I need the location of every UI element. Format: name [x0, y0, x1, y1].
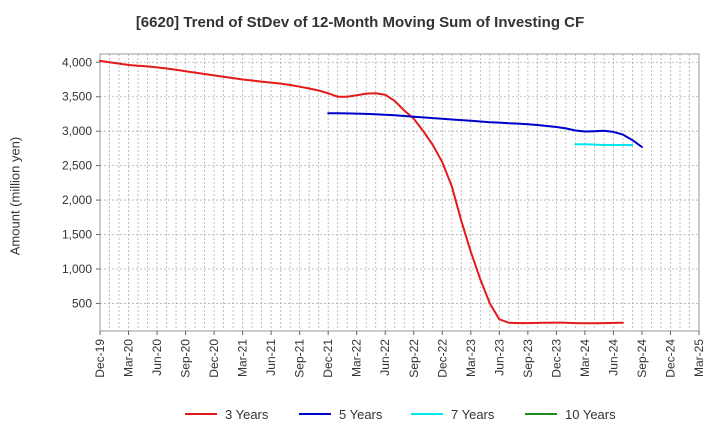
y-axis-ticks: 500 1,000 1,500 2,000 2,500 3,000 3,500 4,000 [62, 55, 100, 310]
x-tick-label: Jun-21 [264, 339, 278, 376]
series-line [327, 112, 643, 148]
x-tick-label: Jun-22 [378, 339, 392, 376]
legend-label: 3 Years [225, 407, 269, 422]
x-tick-label: Dec-20 [207, 339, 221, 378]
series-lines [99, 59, 643, 325]
y-tick-label: 3,500 [62, 90, 92, 104]
x-tick-label: Sep-24 [635, 339, 649, 378]
y-tick-label: 4,000 [62, 55, 92, 69]
y-tick-label: 2,500 [62, 159, 92, 173]
x-tick-label: Mar-20 [122, 339, 136, 377]
y-tick-label: 1,000 [62, 262, 92, 276]
grid-lines [100, 54, 699, 331]
x-tick-label: Dec-24 [663, 339, 677, 378]
x-tick-label: Jun-20 [150, 339, 164, 376]
x-tick-label: Mar-23 [464, 339, 478, 377]
x-tick-label: Jun-24 [606, 339, 620, 376]
legend: 3 Years 5 Years 7 Years 10 Years [185, 407, 616, 422]
x-tick-label: Mar-25 [692, 339, 706, 377]
series-line [99, 59, 624, 325]
x-tick-label: Jun-23 [492, 339, 506, 376]
x-tick-label: Mar-24 [578, 339, 592, 377]
y-tick-label: 2,000 [62, 193, 92, 207]
x-tick-label: Sep-23 [521, 339, 535, 378]
x-tick-label: Dec-23 [549, 339, 563, 378]
x-tick-label: Sep-20 [179, 339, 193, 378]
series-line [574, 143, 634, 146]
x-tick-label: Sep-21 [293, 339, 307, 378]
plot-frame [99, 53, 700, 332]
x-tick-label: Sep-22 [407, 339, 421, 378]
legend-label: 5 Years [339, 407, 383, 422]
x-tick-label: Dec-22 [435, 339, 449, 378]
x-tick-label: Dec-21 [321, 339, 335, 378]
x-axis-ticks: Dec-19 Mar-20 Jun-20 Sep-20 Dec-20 Mar-21 Jun-… [93, 331, 706, 378]
y-tick-label: 500 [72, 296, 92, 310]
y-tick-label: 1,500 [62, 228, 92, 242]
y-tick-label: 3,000 [62, 124, 92, 138]
x-tick-label: Mar-21 [236, 339, 250, 377]
chart-title: [6620] Trend of StDev of 12-Month Moving… [135, 14, 585, 31]
legend-label: 10 Years [565, 407, 616, 422]
x-tick-label: Mar-22 [350, 339, 364, 377]
legend-label: 7 Years [451, 407, 495, 422]
x-tick-label: Dec-19 [93, 339, 107, 378]
